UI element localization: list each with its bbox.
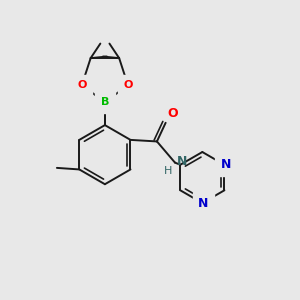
Text: B: B	[101, 97, 109, 107]
Text: O: O	[77, 80, 86, 90]
Text: N: N	[176, 155, 187, 169]
Text: O: O	[167, 107, 178, 120]
Text: N: N	[221, 158, 231, 171]
Text: H: H	[164, 166, 172, 176]
Text: N: N	[198, 197, 208, 210]
Text: O: O	[123, 80, 133, 90]
